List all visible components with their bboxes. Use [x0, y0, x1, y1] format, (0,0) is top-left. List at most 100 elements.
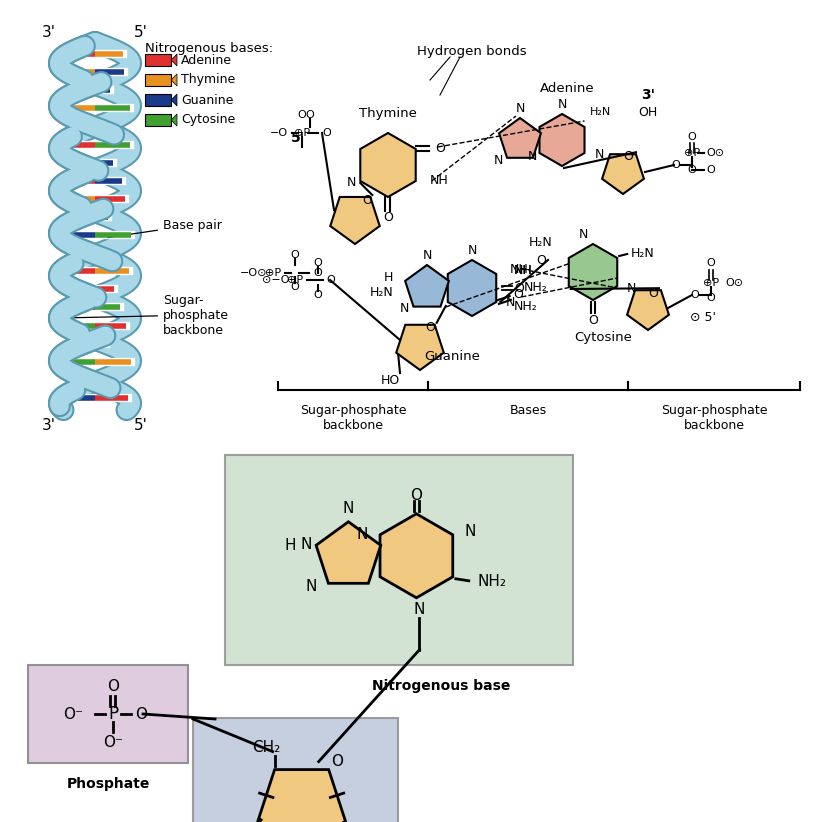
Polygon shape: [499, 118, 541, 158]
Text: O: O: [326, 275, 335, 285]
Polygon shape: [316, 522, 381, 584]
Text: Nitrogenous bases:: Nitrogenous bases:: [145, 42, 273, 55]
Text: N: N: [557, 98, 567, 110]
Text: O: O: [707, 293, 716, 303]
Text: N: N: [516, 101, 525, 114]
Text: O: O: [514, 281, 524, 294]
Text: NH₂: NH₂: [478, 575, 507, 589]
Text: Adenine: Adenine: [181, 53, 232, 67]
Polygon shape: [405, 265, 449, 307]
Text: NH: NH: [514, 264, 533, 276]
Text: Guanine: Guanine: [181, 94, 234, 107]
Polygon shape: [448, 260, 496, 316]
Polygon shape: [396, 325, 444, 370]
Text: O⁻: O⁻: [103, 735, 123, 750]
Text: N: N: [595, 149, 604, 161]
Text: O: O: [383, 210, 393, 224]
Text: 5': 5': [134, 418, 148, 433]
Text: Adenine: Adenine: [540, 81, 594, 95]
Polygon shape: [602, 155, 644, 194]
Text: Base pair: Base pair: [108, 219, 222, 238]
Text: OH: OH: [638, 105, 658, 118]
Text: ⊕P: ⊕P: [703, 278, 719, 288]
Text: O: O: [322, 128, 331, 138]
Text: O: O: [297, 110, 306, 120]
Text: O: O: [688, 165, 696, 175]
Text: O: O: [107, 678, 119, 694]
Text: O: O: [707, 258, 716, 268]
Text: N: N: [301, 537, 312, 552]
Text: ⊕P: ⊕P: [294, 128, 310, 138]
Text: N: N: [422, 248, 431, 261]
Bar: [145, 114, 171, 126]
Polygon shape: [360, 133, 416, 197]
Text: N: N: [528, 150, 538, 163]
Text: NH: NH: [511, 262, 529, 275]
Text: O: O: [313, 268, 322, 278]
Text: O: O: [314, 258, 323, 268]
Text: Sugar-phosphate
backbone: Sugar-phosphate backbone: [300, 404, 406, 432]
Text: −O⊙: −O⊙: [239, 268, 267, 278]
Polygon shape: [171, 94, 177, 106]
Text: O: O: [410, 488, 422, 503]
Text: H₂N: H₂N: [632, 247, 655, 260]
Text: NH: NH: [514, 264, 533, 276]
Text: NH₂: NH₂: [514, 299, 538, 312]
Text: Thymine: Thymine: [181, 73, 235, 86]
Text: Sugar-phosphate
backbone: Sugar-phosphate backbone: [661, 404, 767, 432]
Text: H₂N: H₂N: [590, 107, 611, 117]
Text: NH: NH: [430, 174, 449, 187]
Text: O⁻: O⁻: [63, 706, 83, 722]
Polygon shape: [569, 244, 618, 300]
Text: O⊙: O⊙: [706, 148, 724, 158]
Text: ⊙−O: ⊙−O: [262, 275, 290, 285]
Text: O: O: [135, 706, 147, 722]
Text: O: O: [291, 282, 299, 292]
Bar: [145, 74, 171, 86]
Text: O: O: [306, 110, 315, 120]
Polygon shape: [627, 290, 669, 330]
Text: O: O: [314, 290, 323, 300]
Text: P: P: [108, 705, 118, 723]
Text: −O: −O: [270, 128, 288, 138]
Text: HO: HO: [381, 373, 400, 386]
Polygon shape: [330, 197, 380, 244]
Text: O⊙: O⊙: [725, 278, 743, 288]
Text: Nitrogenous base: Nitrogenous base: [372, 679, 510, 693]
Text: O: O: [536, 253, 546, 266]
Text: O: O: [672, 160, 681, 170]
Text: O: O: [425, 321, 435, 334]
Polygon shape: [171, 54, 177, 66]
Text: 3': 3': [641, 88, 655, 102]
Text: O: O: [513, 288, 523, 301]
Text: O: O: [291, 250, 299, 260]
Polygon shape: [539, 114, 584, 166]
Polygon shape: [380, 514, 453, 598]
Text: N: N: [413, 603, 425, 617]
Text: 3': 3': [42, 25, 56, 40]
Text: Phosphate: Phosphate: [66, 777, 150, 791]
Text: N: N: [578, 228, 588, 241]
FancyBboxPatch shape: [28, 665, 188, 763]
Text: H₂N: H₂N: [369, 286, 393, 299]
Text: O: O: [331, 754, 342, 769]
Polygon shape: [171, 74, 177, 86]
Text: H: H: [284, 538, 296, 552]
Text: O: O: [588, 313, 598, 326]
Text: Thymine: Thymine: [359, 107, 417, 119]
Text: O: O: [688, 132, 696, 142]
Text: ⊕P: ⊕P: [265, 268, 281, 278]
Text: N: N: [507, 295, 516, 308]
Bar: [145, 54, 171, 66]
Text: O: O: [648, 287, 658, 299]
Text: CH₂: CH₂: [252, 740, 281, 755]
Text: N: N: [347, 177, 356, 190]
Text: NH₂: NH₂: [525, 280, 548, 293]
Text: Guanine: Guanine: [424, 349, 480, 363]
Text: O: O: [435, 142, 445, 155]
Text: Cytosine: Cytosine: [574, 330, 632, 344]
Text: N: N: [400, 302, 409, 315]
Text: ⊕P: ⊕P: [684, 148, 700, 158]
Text: N: N: [465, 524, 476, 539]
Text: O: O: [690, 290, 699, 300]
